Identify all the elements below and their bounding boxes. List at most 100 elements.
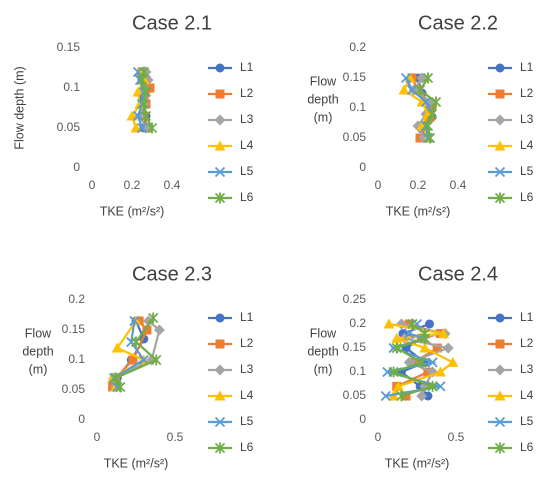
data-point xyxy=(434,366,446,377)
legend-marker xyxy=(495,313,505,323)
chart-panel-2: Case 2.2 0 0.05 0.1 0.15 0.2 0 0.2 0.4 TKE (m²/s²… xyxy=(307,12,533,218)
legend-marker xyxy=(214,390,226,401)
x-axis-label: TKE (m²/s²) xyxy=(100,204,165,218)
data-point xyxy=(140,86,152,98)
legend-marker xyxy=(214,166,226,178)
x-tick-label: 0.5 xyxy=(167,430,184,444)
y-tick-label: 0.15 xyxy=(343,70,367,84)
x-tick-label: 0 xyxy=(375,430,382,444)
legend-label: L1 xyxy=(240,310,254,324)
data-point xyxy=(140,110,152,122)
y-tick-label: 0.15 xyxy=(343,340,367,354)
series-L4 xyxy=(383,318,459,401)
chart-legend: L1 L2 L3 L4 L5 L6 xyxy=(208,310,254,454)
data-point xyxy=(398,84,410,95)
legend-label: L1 xyxy=(520,310,534,324)
data-point xyxy=(430,96,442,108)
y-tick-label: 0.1 xyxy=(349,364,366,378)
legend-marker xyxy=(495,63,505,73)
y-tick-label: 0.2 xyxy=(349,316,366,330)
data-point xyxy=(128,355,138,365)
data-point xyxy=(407,318,418,330)
data-point xyxy=(126,336,137,348)
y-axis-label-line: depth xyxy=(307,92,338,106)
series-L6 xyxy=(414,72,442,144)
legend-marker xyxy=(495,339,505,349)
data-point xyxy=(422,132,434,144)
data-point xyxy=(427,357,438,368)
data-point xyxy=(426,108,438,120)
x-tick-label: 0 xyxy=(89,178,96,192)
y-axis-label-line: depth xyxy=(22,344,53,358)
legend-label: L6 xyxy=(520,190,534,204)
data-point xyxy=(422,120,434,132)
data-point xyxy=(110,372,121,384)
y-tick-label: 0 xyxy=(73,160,80,174)
legend-label: L5 xyxy=(240,164,254,178)
chart-panel-4: Case 2.4 0 0.05 0.1 0.15 0.2 0.25 0 0.5 TKE (m²/s… xyxy=(307,263,533,470)
data-point xyxy=(138,354,149,366)
data-point xyxy=(138,98,150,110)
x-axis-label: TKE (m²/s²) xyxy=(385,456,450,470)
data-point xyxy=(400,72,412,84)
data-point xyxy=(383,318,395,329)
legend-marker xyxy=(214,114,226,126)
data-point xyxy=(132,110,144,122)
data-point xyxy=(416,390,428,402)
legend-label: L2 xyxy=(520,86,534,100)
data-point xyxy=(142,315,154,327)
legend-label: L4 xyxy=(240,388,254,402)
data-point xyxy=(447,356,459,367)
y-tick-label: 0.05 xyxy=(343,130,367,144)
data-point xyxy=(419,328,430,340)
y-tick-label: 0.15 xyxy=(57,40,81,54)
y-tick-label: 0 xyxy=(78,412,85,426)
legend-label: L3 xyxy=(240,112,254,126)
x-axis-label: TKE (m²/s²) xyxy=(104,456,169,470)
legend-marker xyxy=(494,364,506,376)
data-point xyxy=(414,84,426,96)
legend-label: L6 xyxy=(240,190,254,204)
legend-label: L6 xyxy=(240,440,254,454)
y-tick-label: 0.2 xyxy=(349,40,366,54)
data-point xyxy=(422,72,434,84)
data-point xyxy=(130,336,142,348)
y-axis-label-line: depth xyxy=(307,344,338,358)
legend-marker xyxy=(494,390,506,401)
series-line xyxy=(385,323,441,398)
x-tick-label: 0.2 xyxy=(410,178,427,192)
chart-title: Case 2.1 xyxy=(132,12,212,34)
data-point xyxy=(423,391,433,401)
data-point xyxy=(404,319,414,329)
data-point xyxy=(396,390,407,402)
data-point xyxy=(424,132,436,144)
y-tick-label: 0 xyxy=(359,160,366,174)
x-tick-label: 0 xyxy=(94,430,101,444)
chart-legend: L1 L2 L3 L4 L5 L6 xyxy=(208,60,254,204)
data-point xyxy=(411,318,423,330)
data-point xyxy=(151,354,162,366)
chart-legend: L1 L2 L3 L4 L5 L6 xyxy=(488,60,534,204)
data-point xyxy=(153,324,165,336)
series-L6 xyxy=(388,318,438,402)
y-tick-label: 0 xyxy=(359,412,366,426)
chart-title: Case 2.2 xyxy=(418,12,498,34)
legend-label: L5 xyxy=(520,164,534,178)
legend-label: L2 xyxy=(520,336,534,350)
legend-label: L5 xyxy=(240,414,254,428)
data-point xyxy=(432,343,442,353)
data-point xyxy=(134,316,144,326)
series-L6 xyxy=(110,312,162,393)
legend-marker xyxy=(214,140,226,151)
legend-label: L6 xyxy=(520,440,534,454)
data-point xyxy=(419,342,431,353)
legend-label: L2 xyxy=(240,336,254,350)
legend-label: L3 xyxy=(520,112,534,126)
y-tick-label: 0.1 xyxy=(63,80,80,94)
x-tick-label: 0 xyxy=(375,178,382,192)
x-tick-label: 0.2 xyxy=(124,178,141,192)
legend-marker xyxy=(494,140,506,151)
data-point xyxy=(111,342,123,353)
chart-legend: L1 L2 L3 L4 L5 L6 xyxy=(488,310,534,454)
